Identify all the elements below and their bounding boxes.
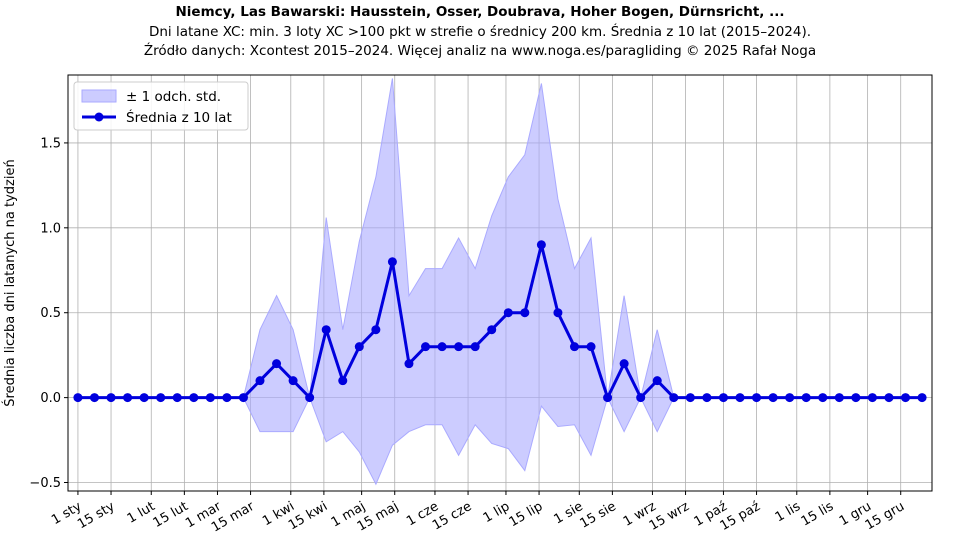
mean-point: [785, 393, 795, 403]
std-band: [77, 78, 923, 486]
mean-point: [569, 342, 579, 352]
mean-point: [371, 325, 381, 335]
x-tick-label: 1 lis: [773, 499, 804, 525]
mean-point: [553, 308, 563, 318]
mean-point: [669, 393, 679, 403]
legend-line-label: Średnia z 10 lat: [126, 108, 232, 126]
y-tick-label: 0.5: [40, 306, 61, 321]
mean-point: [685, 393, 695, 403]
mean-points: [73, 240, 927, 403]
mean-point: [768, 393, 778, 403]
mean-point: [139, 393, 149, 403]
mean-point: [172, 393, 182, 403]
mean-point: [255, 376, 265, 386]
legend-band-label: ± 1 odch. std.: [126, 89, 221, 105]
legend-band-swatch: [81, 89, 117, 103]
mean-point: [801, 393, 811, 403]
mean-point: [470, 342, 480, 352]
mean-point: [752, 393, 762, 403]
mean-point: [603, 393, 613, 403]
mean-point: [106, 393, 116, 403]
x-tick-label: 15 sie: [577, 499, 618, 532]
mean-line: [77, 243, 923, 400]
y-tick-label: 0.0: [40, 391, 61, 406]
mean-point: [89, 393, 99, 403]
mean-point: [437, 342, 447, 352]
mean-point: [901, 393, 911, 403]
mean-point: [404, 359, 414, 369]
mean-point: [884, 393, 894, 403]
mean-point: [354, 342, 364, 352]
x-tick-label: 1 lip: [481, 499, 513, 526]
mean-point: [503, 308, 513, 318]
mean-point: [735, 393, 745, 403]
mean-point: [636, 393, 646, 403]
mean-point: [205, 393, 215, 403]
mean-point: [834, 393, 844, 403]
mean-point: [586, 342, 596, 352]
y-axis-label: Średnia liczba dni latanych na tydzień: [2, 159, 18, 406]
plot-frame: [67, 74, 933, 492]
mean-point: [387, 257, 397, 267]
mean-point: [272, 359, 282, 369]
y-axis-ticks: −0.5 0.0 0.5 1.0 1.5: [29, 136, 68, 491]
mean-point: [288, 376, 298, 386]
mean-point: [619, 359, 629, 369]
mean-point: [702, 393, 712, 403]
mean-point: [520, 308, 530, 318]
legend: ± 1 odch. std. Średnia z 10 lat: [73, 81, 249, 131]
mean-point: [222, 393, 232, 403]
mean-point: [305, 393, 315, 403]
mean-point: [851, 393, 861, 403]
mean-point: [321, 325, 331, 335]
x-tick-label: 15 lis: [799, 499, 837, 529]
mean-point: [652, 376, 662, 386]
legend-box: [73, 81, 249, 131]
mean-point: [487, 325, 497, 335]
x-tick-label: 15 lip: [507, 499, 546, 530]
mean-point: [867, 393, 877, 403]
y-tick-label: −0.5: [29, 476, 61, 491]
x-tick-label: 15 lut: [151, 499, 191, 531]
y-tick-label: 1.0: [40, 221, 61, 236]
y-tick-label: 1.5: [40, 136, 61, 151]
mean-point: [338, 376, 348, 386]
mean-point: [818, 393, 828, 403]
legend-line-marker: [94, 112, 104, 122]
mean-point: [238, 393, 248, 403]
mean-point: [73, 393, 83, 403]
mean-point: [156, 393, 166, 403]
chart-title: Niemcy, Las Bawarski: Hausstein, Osser, …: [175, 4, 785, 20]
mean-point: [536, 240, 546, 250]
mean-point: [189, 393, 199, 403]
mean-point: [123, 393, 133, 403]
chart-subtitle: Dni latane XC: min. 3 loty XC >100 pkt w…: [148, 24, 812, 40]
mean-point: [917, 393, 927, 403]
x-tick-label: 15 sty: [75, 499, 118, 532]
chart-source-line: Źródło danych: Xcontest 2015–2024. Więce…: [143, 43, 817, 59]
mean-point: [454, 342, 464, 352]
x-tick-label: 15 kwi: [286, 499, 330, 533]
mean-point: [718, 393, 728, 403]
mean-point: [421, 342, 431, 352]
